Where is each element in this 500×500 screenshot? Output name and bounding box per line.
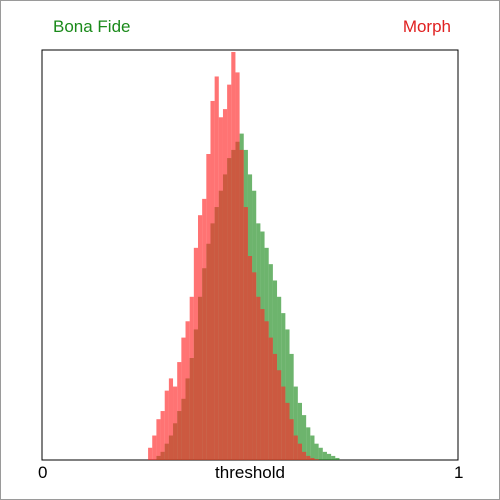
bar-morph — [210, 100, 215, 461]
bar-morph — [177, 362, 182, 460]
bar-bona-fide — [335, 457, 340, 460]
bar-morph — [156, 419, 161, 460]
bar-morph — [173, 386, 178, 460]
bar-morph — [239, 149, 244, 461]
bar-morph — [252, 272, 257, 460]
bar-morph — [193, 247, 198, 460]
bar-morph — [148, 447, 153, 460]
bar-morph — [285, 402, 290, 460]
bar-morph — [277, 370, 282, 460]
bar-bona-fide — [302, 415, 307, 460]
bar-bona-fide — [306, 427, 311, 460]
bar-morph — [198, 215, 203, 460]
bar-morph — [202, 198, 207, 460]
bar-morph — [289, 419, 294, 460]
bar-bona-fide — [326, 453, 332, 460]
bar-morph — [160, 411, 165, 460]
bar-morph — [189, 296, 194, 460]
bar-morph — [293, 435, 298, 460]
bar-bona-fide — [314, 443, 319, 460]
bar-bona-fide — [289, 353, 294, 460]
bar-morph — [268, 337, 273, 460]
bar-bona-fide — [322, 451, 327, 460]
bar-morph — [260, 309, 265, 460]
bar-morph — [256, 296, 261, 460]
bar-morph — [306, 455, 311, 460]
legend-morph: Morph — [402, 17, 451, 36]
bar-morph — [231, 52, 236, 460]
legend-bona-fide: Bona Fide — [53, 17, 131, 36]
bar-bona-fide — [318, 447, 323, 460]
bar-morph — [227, 84, 232, 460]
bar-morph — [168, 378, 174, 460]
bar-morph — [243, 207, 248, 460]
histogram-bars — [148, 52, 340, 461]
bar-bona-fide — [285, 329, 290, 460]
bar-morph — [310, 457, 315, 460]
bar-morph — [302, 451, 307, 460]
bar-morph — [214, 76, 219, 460]
bar-morph — [297, 443, 302, 460]
bar-morph — [314, 459, 319, 460]
bar-morph — [281, 386, 286, 460]
bar-bona-fide — [310, 435, 315, 460]
bar-morph — [218, 117, 223, 460]
x-tick-1: 1 — [454, 463, 464, 482]
bar-morph — [272, 353, 278, 460]
bar-morph — [206, 154, 211, 460]
bar-morph — [185, 321, 190, 460]
bar-bona-fide — [297, 402, 302, 460]
bar-morph — [181, 337, 186, 460]
bar-morph — [235, 72, 240, 461]
x-axis-label: threshold — [215, 463, 285, 482]
bar-morph — [264, 321, 269, 460]
bar-bona-fide — [293, 386, 298, 460]
bar-morph — [247, 256, 253, 460]
bar-bona-fide — [331, 455, 336, 460]
bar-morph — [152, 435, 157, 460]
bar-morph — [164, 390, 169, 460]
bar-morph — [222, 109, 228, 461]
x-tick-0: 0 — [38, 463, 48, 482]
